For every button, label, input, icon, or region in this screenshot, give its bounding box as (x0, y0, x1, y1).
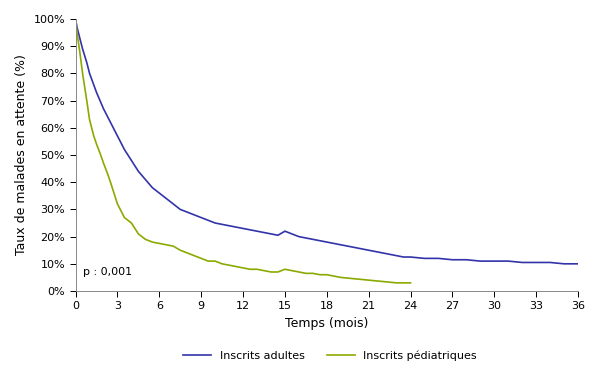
Inscrits pédiatriques (281, 267, 289, 272)
Inscrits pédiatriques (226, 263, 233, 267)
Inscrits pédiatriques (247, 267, 254, 272)
Line: Inscrits adultes: Inscrits adultes (76, 19, 578, 264)
Inscrits pédiatriques (212, 259, 219, 263)
Inscrits adultes (268, 232, 275, 236)
Inscrits pédiatriques (365, 278, 372, 282)
Inscrits pédiatriques (104, 172, 111, 176)
Inscrits pédiatriques (93, 142, 100, 146)
Inscrits pédiatriques (260, 268, 268, 273)
Inscrits pédiatriques (274, 270, 281, 274)
Text: p : 0,001: p : 0,001 (83, 267, 132, 278)
X-axis label: Temps (mois): Temps (mois) (285, 317, 368, 330)
Inscrits pédiatriques (114, 202, 121, 206)
Inscrits pédiatriques (83, 98, 91, 103)
Inscrits pédiatriques (302, 271, 310, 276)
Inscrits pédiatriques (184, 251, 191, 255)
Inscrits pédiatriques (232, 264, 239, 269)
Inscrits adultes (560, 262, 568, 266)
Y-axis label: Taux de malades en attente (%): Taux de malades en attente (%) (15, 55, 28, 255)
Inscrits pédiatriques (100, 161, 107, 165)
Inscrits pédiatriques (379, 279, 386, 284)
Inscrits pédiatriques (205, 259, 212, 263)
Inscrits pédiatriques (176, 248, 184, 252)
Inscrits pédiatriques (197, 256, 205, 261)
Inscrits pédiatriques (121, 215, 128, 220)
Inscrits pédiatriques (337, 275, 344, 280)
Inscrits pédiatriques (289, 268, 296, 273)
Inscrits pédiatriques (79, 71, 86, 76)
Inscrits adultes (107, 120, 114, 124)
Inscrits pédiatriques (268, 270, 275, 274)
Inscrits adultes (232, 225, 239, 230)
Inscrits pédiatriques (128, 221, 135, 225)
Inscrits pédiatriques (351, 276, 358, 281)
Inscrits pédiatriques (323, 273, 331, 277)
Inscrits pédiatriques (90, 134, 97, 138)
Inscrits pédiatriques (72, 17, 79, 21)
Inscrits pédiatriques (239, 266, 247, 270)
Inscrits pédiatriques (309, 271, 316, 276)
Inscrits pédiatriques (76, 50, 83, 54)
Inscrits adultes (574, 262, 581, 266)
Inscrits pédiatriques (142, 237, 149, 242)
Inscrits pédiatriques (86, 117, 93, 122)
Inscrits adultes (295, 234, 302, 239)
Inscrits pédiatriques (135, 232, 142, 236)
Inscrits adultes (330, 241, 337, 246)
Inscrits pédiatriques (149, 240, 156, 244)
Inscrits pédiatriques (295, 270, 302, 274)
Inscrits pédiatriques (163, 243, 170, 247)
Inscrits pédiatriques (73, 30, 80, 35)
Line: Inscrits pédiatriques: Inscrits pédiatriques (76, 19, 410, 283)
Inscrits pédiatriques (97, 153, 104, 157)
Legend: Inscrits adultes, Inscrits pédiatriques: Inscrits adultes, Inscrits pédiatriques (179, 346, 481, 366)
Inscrits adultes (337, 243, 344, 247)
Inscrits pédiatriques (407, 280, 414, 285)
Inscrits adultes (72, 17, 79, 21)
Inscrits pédiatriques (107, 180, 114, 184)
Inscrits pédiatriques (156, 241, 163, 246)
Inscrits pédiatriques (170, 244, 177, 248)
Inscrits pédiatriques (393, 280, 400, 285)
Inscrits pédiatriques (316, 273, 323, 277)
Inscrits pédiatriques (191, 254, 198, 258)
Inscrits pédiatriques (253, 267, 260, 272)
Inscrits pédiatriques (218, 262, 226, 266)
